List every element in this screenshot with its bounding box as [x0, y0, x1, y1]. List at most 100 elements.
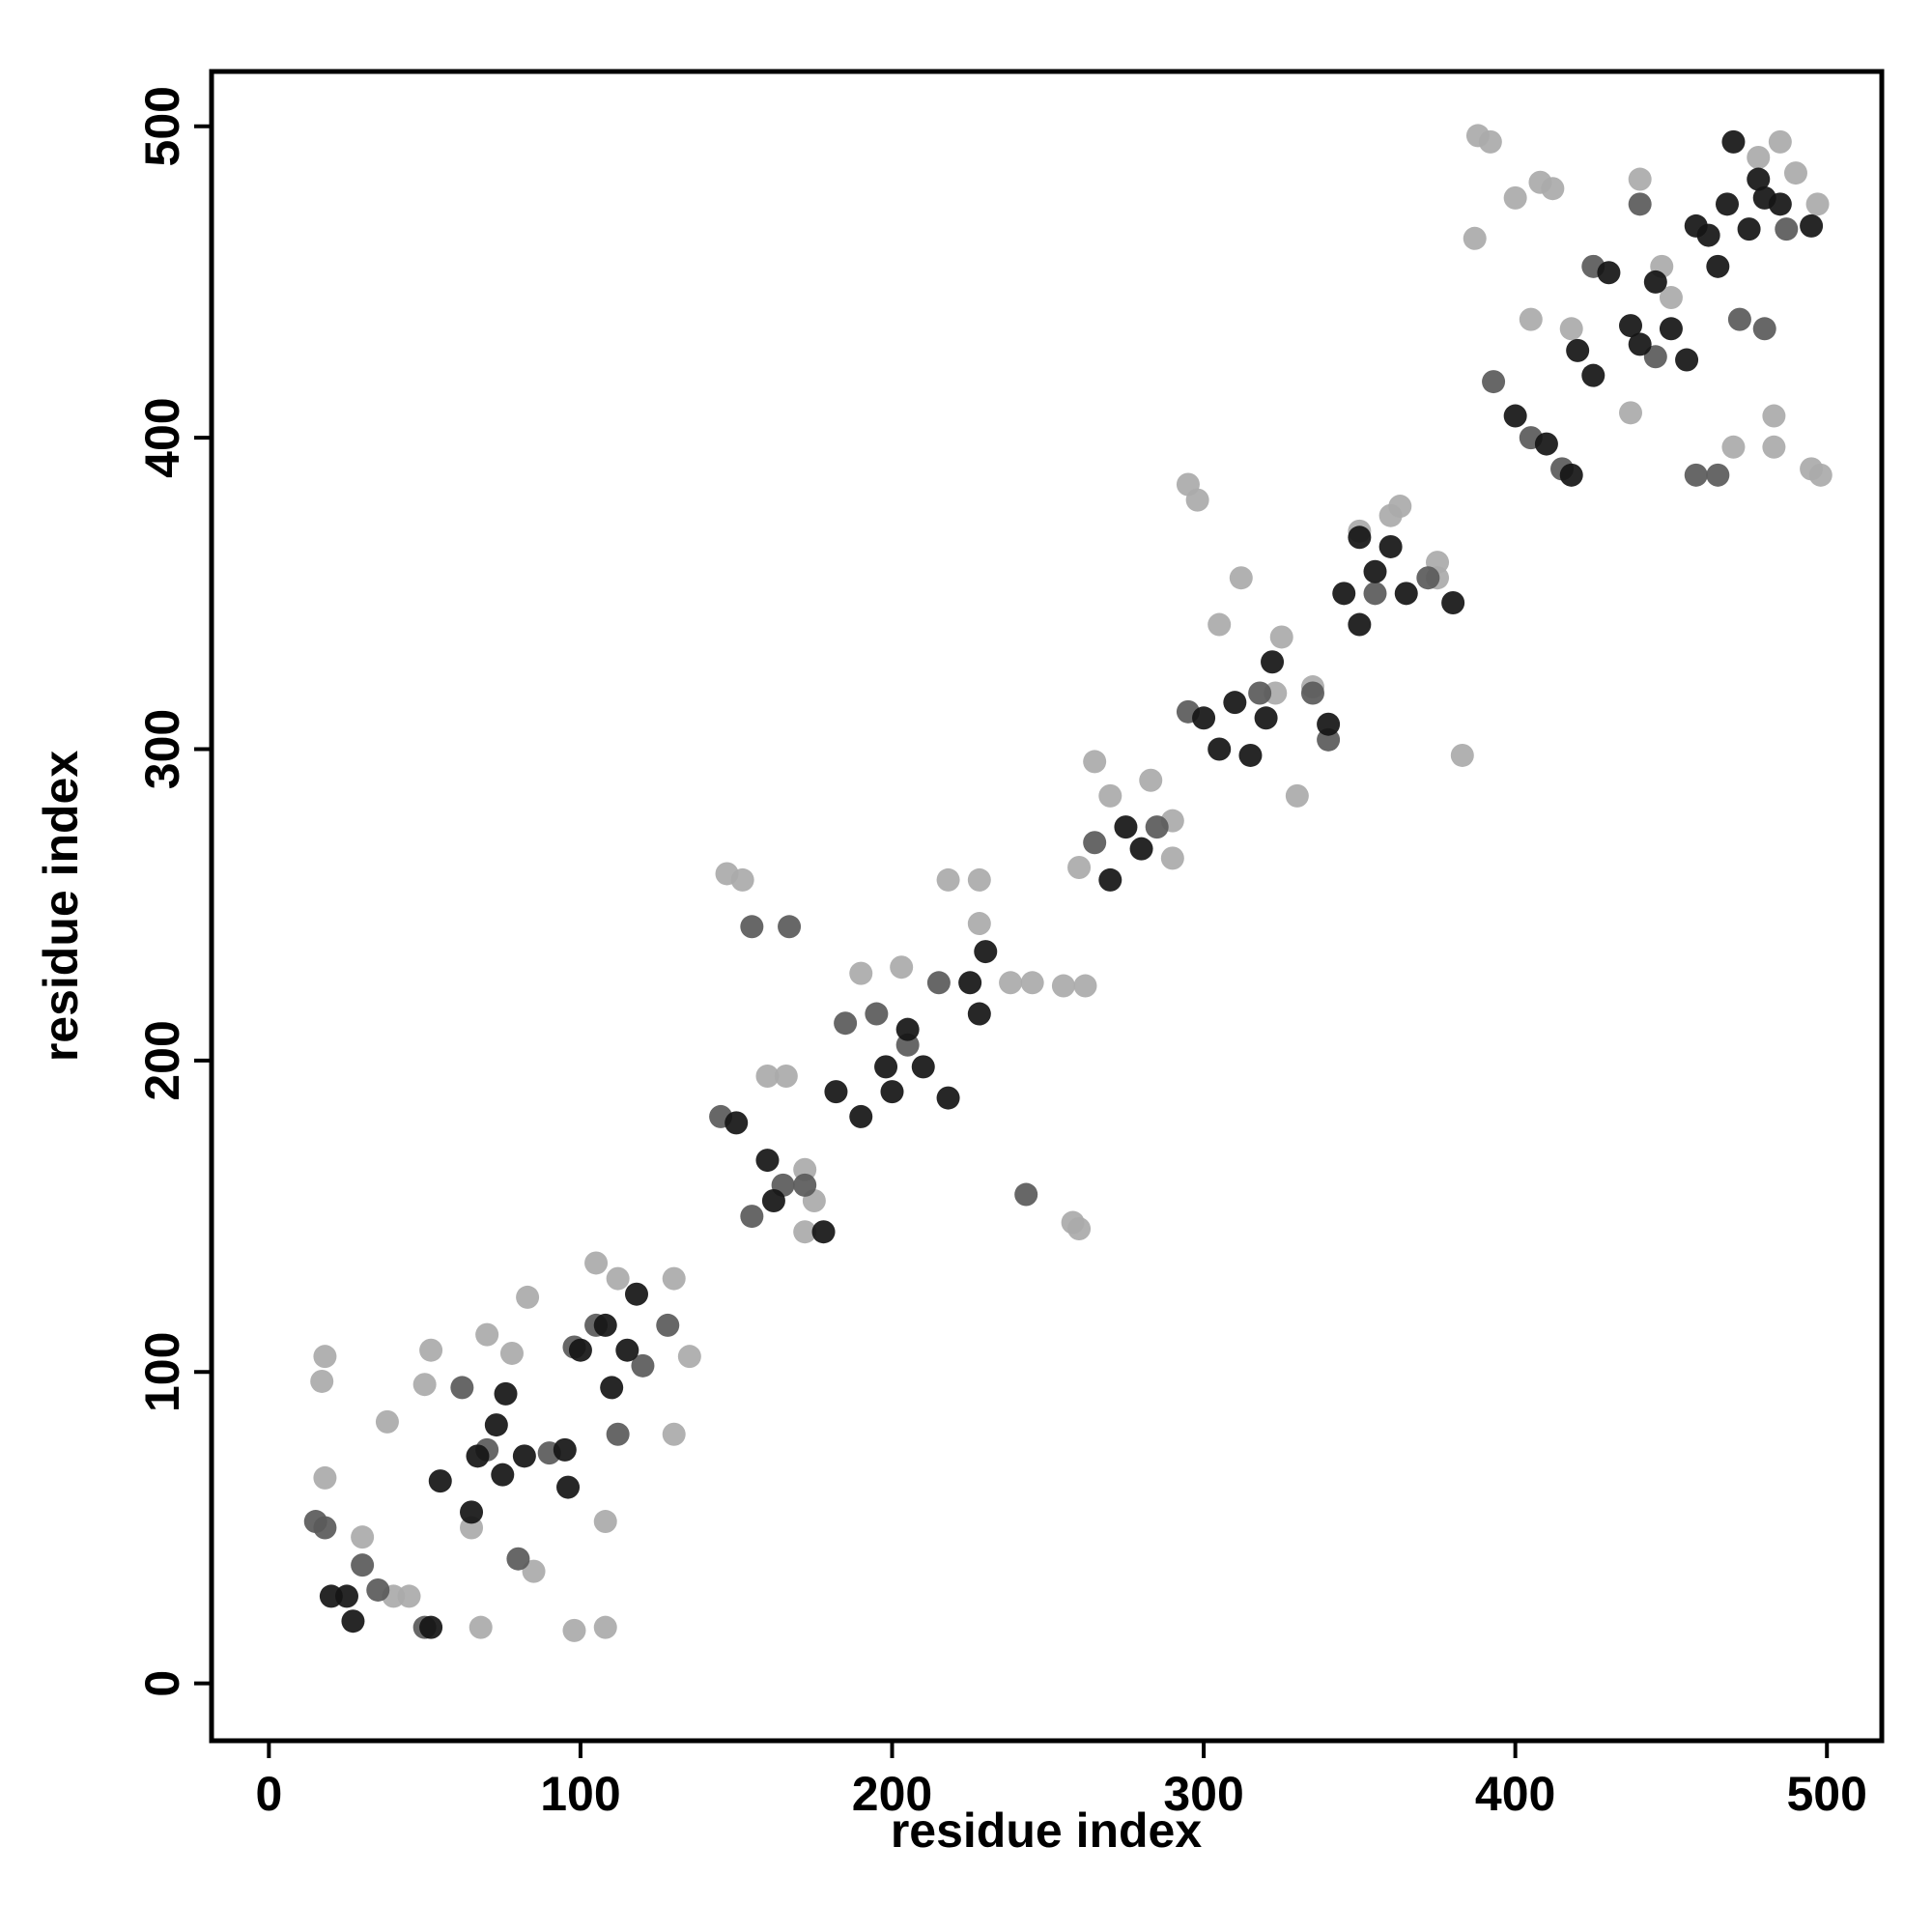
data-point	[1363, 582, 1387, 606]
data-point	[313, 1465, 337, 1490]
data-point	[1261, 650, 1285, 674]
data-point	[341, 1609, 365, 1634]
data-point	[1783, 161, 1807, 185]
data-point	[1285, 783, 1309, 808]
data-point	[1388, 495, 1412, 519]
data-point	[334, 1584, 358, 1608]
data-point	[1450, 743, 1474, 767]
data-point	[967, 1002, 991, 1026]
data-point	[1628, 167, 1652, 191]
data-point	[1229, 566, 1253, 590]
data-point	[313, 1345, 337, 1369]
data-point	[890, 955, 914, 980]
data-point	[1300, 681, 1324, 705]
data-point	[1503, 185, 1527, 210]
data-point	[593, 1615, 617, 1639]
data-point	[1083, 831, 1107, 855]
data-point	[593, 1313, 617, 1337]
data-point	[412, 1373, 437, 1397]
data-point	[1441, 590, 1465, 614]
data-point	[834, 1011, 858, 1036]
data-point	[1716, 192, 1740, 216]
data-point	[1534, 432, 1558, 456]
y-tick-label: 200	[135, 1020, 189, 1100]
data-point	[1083, 750, 1107, 774]
data-point	[1721, 435, 1746, 459]
data-point	[475, 1322, 499, 1347]
data-point	[1478, 129, 1502, 154]
data-point	[1503, 404, 1527, 428]
data-point	[450, 1376, 474, 1400]
data-point	[926, 971, 951, 995]
data-point	[484, 1413, 508, 1437]
data-point	[351, 1553, 375, 1577]
data-point	[606, 1422, 630, 1446]
data-point	[1628, 192, 1652, 216]
data-point	[755, 1065, 780, 1089]
data-point	[895, 1017, 920, 1041]
data-point	[366, 1577, 390, 1602]
data-point	[562, 1618, 586, 1642]
data-point	[849, 961, 873, 985]
data-point	[1145, 815, 1169, 839]
x-tick-label: 0	[255, 1767, 282, 1821]
data-point	[656, 1313, 680, 1337]
data-point	[499, 1341, 524, 1365]
data-point	[1737, 217, 1761, 242]
data-point	[556, 1475, 581, 1499]
data-point	[1581, 363, 1605, 387]
data-point	[793, 1220, 817, 1244]
data-point	[351, 1525, 375, 1549]
data-point	[1185, 488, 1209, 512]
data-point	[936, 1086, 960, 1110]
data-point	[1114, 815, 1138, 839]
data-point	[774, 1065, 798, 1089]
data-point	[1348, 526, 1372, 550]
x-axis-title: residue index	[891, 1804, 1203, 1858]
data-point	[631, 1353, 655, 1378]
data-point	[1675, 348, 1699, 372]
data-point	[1348, 612, 1372, 637]
data-point	[1541, 177, 1565, 201]
data-point	[1317, 712, 1341, 736]
data-point	[491, 1463, 515, 1487]
y-tick-label: 400	[135, 397, 189, 477]
data-point	[974, 940, 998, 964]
data-point	[1559, 463, 1583, 487]
data-point	[1067, 1216, 1092, 1240]
data-point	[778, 915, 802, 939]
data-point	[494, 1381, 518, 1406]
data-point	[1073, 974, 1097, 998]
data-point	[1721, 129, 1746, 154]
data-point	[1659, 286, 1683, 310]
data-point	[1775, 217, 1799, 242]
data-point	[1619, 314, 1643, 338]
data-point	[506, 1547, 530, 1571]
data-point	[1643, 270, 1667, 294]
y-tick-label: 300	[135, 709, 189, 789]
data-point	[1014, 1182, 1038, 1207]
data-point	[1559, 317, 1583, 341]
data-point	[740, 1205, 764, 1229]
data-point	[419, 1338, 443, 1362]
data-point	[755, 1149, 780, 1173]
data-point	[967, 867, 991, 892]
data-point	[1519, 307, 1543, 331]
data-point	[1696, 223, 1720, 247]
data-point	[593, 1510, 617, 1534]
data-point	[428, 1469, 452, 1493]
data-point	[624, 1282, 648, 1306]
data-point	[936, 867, 960, 892]
data-point	[1762, 404, 1786, 428]
data-point	[1619, 401, 1643, 425]
data-point	[313, 1516, 337, 1540]
data-point	[1254, 706, 1278, 730]
data-point	[1768, 129, 1792, 154]
data-point	[811, 1220, 836, 1244]
data-point	[1020, 971, 1044, 995]
data-point	[1727, 307, 1751, 331]
data-point	[375, 1409, 399, 1434]
data-point	[999, 971, 1023, 995]
